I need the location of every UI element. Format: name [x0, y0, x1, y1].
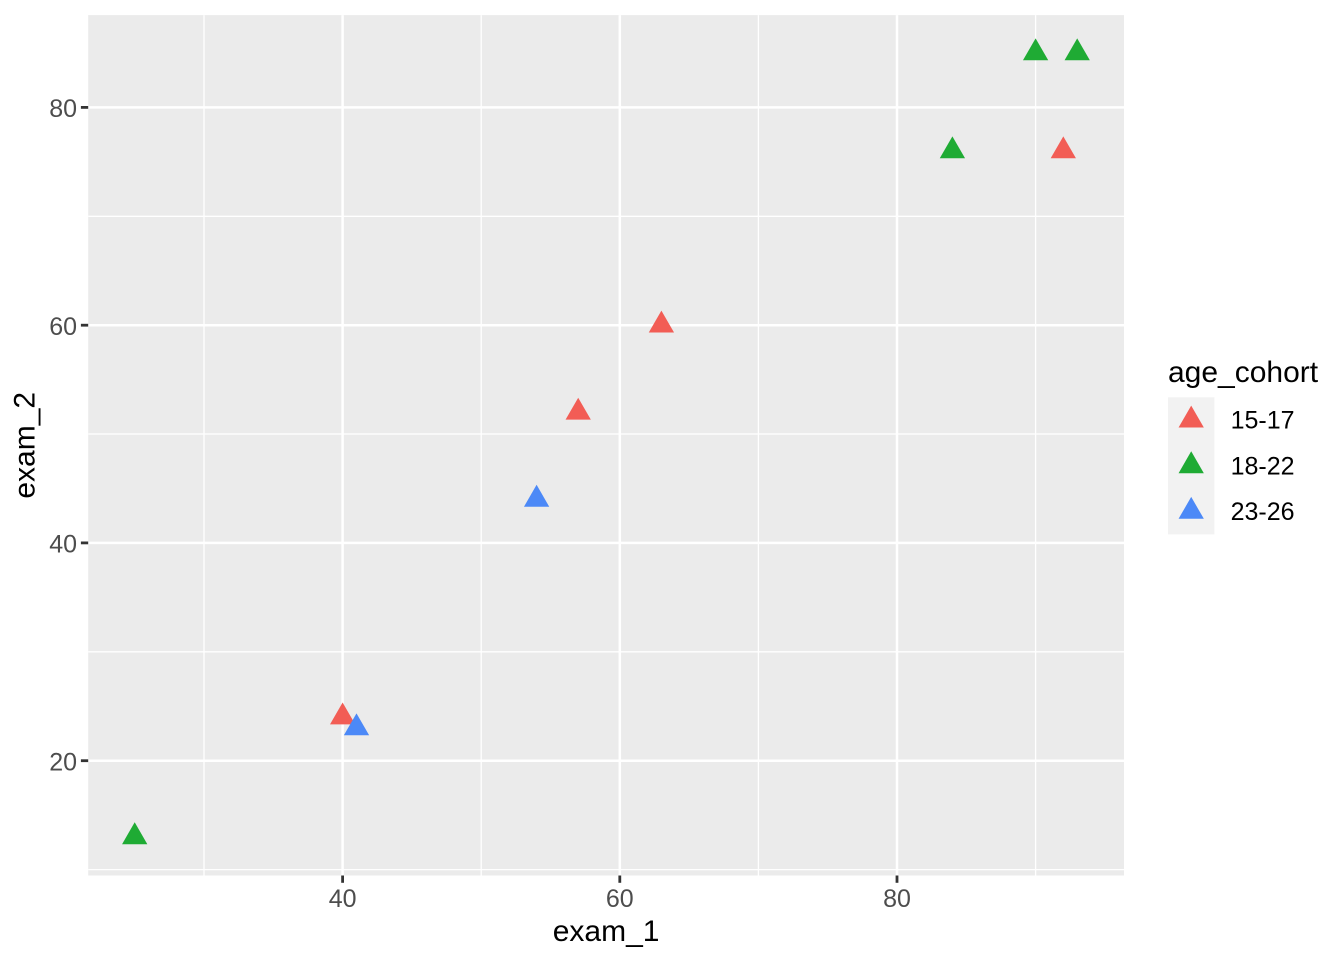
svg-text:40: 40 — [329, 885, 357, 913]
svg-text:15-17: 15-17 — [1231, 407, 1295, 435]
svg-text:40: 40 — [49, 531, 77, 559]
svg-text:80: 80 — [49, 95, 77, 123]
svg-text:20: 20 — [49, 748, 77, 776]
svg-text:23-26: 23-26 — [1231, 498, 1295, 526]
svg-text:60: 60 — [606, 885, 634, 913]
svg-text:18-22: 18-22 — [1231, 452, 1295, 480]
svg-text:exam_2: exam_2 — [9, 392, 42, 499]
svg-text:80: 80 — [883, 885, 911, 913]
svg-text:60: 60 — [49, 313, 77, 341]
svg-text:age_cohort: age_cohort — [1168, 356, 1319, 389]
svg-text:exam_1: exam_1 — [553, 915, 660, 948]
